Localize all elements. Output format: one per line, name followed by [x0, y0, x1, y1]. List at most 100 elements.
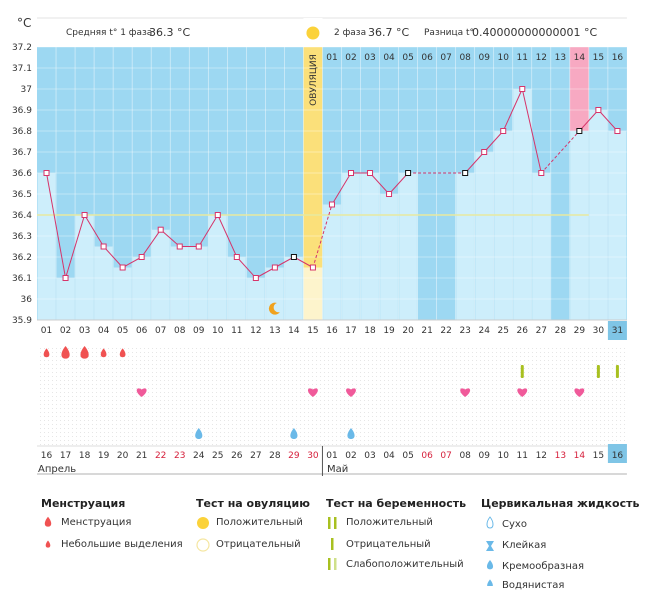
legend-spotting-item: Небольшие выделения	[61, 539, 183, 550]
temp-point	[233, 254, 240, 260]
legend-ovulation-test-title: Тест на овуляцию	[196, 497, 310, 510]
legend-menstruation-title: Менструация	[41, 497, 126, 510]
cycle-day-label: 09	[193, 326, 205, 336]
legend-spotting-icon	[45, 540, 51, 548]
legend-cervical-creamy: Кремообразная	[502, 561, 585, 572]
temp-line	[217, 214, 238, 258]
intercourse-heart-icon	[136, 388, 147, 397]
menstruation-drop-icon	[119, 348, 126, 358]
calendar-date-label: 22	[155, 451, 166, 461]
calendar-date-label: 19	[98, 451, 110, 461]
temp-line	[103, 246, 124, 268]
temp-point-excluded	[462, 170, 469, 176]
intercourse-heart-icon	[346, 388, 356, 397]
y-tick-label: 37.2	[12, 43, 32, 53]
calendar-date-label: 05	[402, 451, 413, 461]
calendar-date-label: 16	[41, 451, 53, 461]
cycle-day-label: 27	[536, 326, 547, 336]
temp-point	[309, 264, 316, 271]
cycle-day-label: 08	[174, 326, 186, 336]
cycle-day-label: 17	[345, 326, 356, 336]
calendar-date-label: 14	[574, 451, 586, 461]
top-day-label: 16	[612, 53, 624, 63]
legend-pregnancy-negative-icon	[331, 538, 334, 550]
temp-bar	[75, 214, 94, 321]
cycle-day-label: 20	[402, 326, 414, 336]
cycle-day-label: 28	[555, 326, 567, 336]
pregnancy-test-icon	[520, 365, 524, 378]
temp-bar	[37, 172, 56, 321]
cycle-day-label: 03	[79, 326, 90, 336]
cycle-day-label: 10	[212, 326, 224, 336]
temp-point	[138, 254, 145, 260]
ovulation-column	[303, 47, 323, 268]
temp-bar	[341, 172, 361, 321]
temp-bar	[455, 172, 475, 321]
cycle-day-label: 25	[498, 326, 509, 336]
symptom-grid	[37, 345, 627, 447]
top-day-label: 13	[555, 53, 566, 63]
cycle-day-label: 11	[231, 326, 242, 336]
legend-cervical-sticky: Клейкая	[502, 540, 547, 551]
temp-line-dashed	[540, 130, 580, 174]
cycle-day-label: 14	[288, 326, 300, 336]
top-day-label: 08	[459, 53, 471, 63]
menstruation-drop-icon	[61, 345, 70, 359]
cycle-day-label: 31	[612, 326, 623, 336]
cycle-day-label: 21	[421, 326, 432, 336]
cycle-day-label: 07	[155, 326, 166, 336]
calendar-date-label: 24	[193, 451, 205, 461]
top-day-label: 10	[498, 53, 510, 63]
calendar-date-label: 17	[60, 451, 71, 461]
y-tick-label: 36.6	[12, 169, 32, 179]
top-day-label: 04	[383, 53, 395, 63]
temp-bar	[151, 229, 170, 321]
phase2-header	[322, 18, 627, 45]
legend-cervical-watery-icon	[487, 579, 493, 586]
legend-ovulation-negative-icon	[196, 538, 210, 552]
legend-cervical-sticky-icon	[486, 541, 494, 551]
intercourse-heart-icon	[517, 388, 528, 397]
calendar-date-label: 02	[345, 451, 356, 461]
pregnancy-test-icon	[596, 365, 600, 378]
legend-cervical-title: Цервикальная жидкость	[481, 497, 640, 510]
cycle-day-label: 22	[440, 326, 451, 336]
temp-line	[46, 172, 67, 279]
cycle-day-label: 13	[269, 326, 280, 336]
cycle-day-label: 12	[250, 326, 261, 336]
legend-pregnancy-weak: Слабоположительный	[346, 559, 464, 570]
temp-point	[81, 212, 88, 218]
y-tick-label: 36.5	[12, 190, 32, 200]
calendar-date-label: 11	[517, 451, 528, 461]
ovulation-positive-icon	[306, 26, 320, 40]
temp-line	[578, 109, 599, 132]
menstruation-drop-icon	[80, 345, 89, 359]
legend-cervical-creamy-icon	[486, 560, 494, 570]
legend-pregnancy-positive-icon-2	[334, 517, 337, 529]
temp-line	[122, 256, 142, 268]
moon-icon	[268, 302, 280, 315]
y-tick-label: 36.8	[12, 127, 32, 137]
temp-bar	[570, 130, 589, 321]
temp-point	[176, 243, 183, 250]
pregnancy-test-icon	[615, 365, 619, 378]
calendar-date-label: 13	[555, 451, 566, 461]
top-day-label: 14	[574, 53, 586, 63]
legend-pregnancy-negative: Отрицательный	[346, 539, 431, 550]
y-tick-label: 36.2	[12, 253, 32, 263]
temp-line	[331, 172, 352, 205]
top-day-label: 12	[536, 53, 547, 63]
temp-line	[84, 214, 105, 247]
menstruation-drop-icon	[43, 348, 50, 358]
cycle-day-label: 16	[326, 326, 338, 336]
top-day-label: 09	[478, 53, 490, 63]
legend-pregnancy-weak-icon	[328, 558, 331, 570]
top-day-label: 07	[440, 53, 451, 63]
temp-bar	[398, 172, 418, 321]
temp-line	[598, 109, 618, 132]
calendar-date-label: 18	[79, 451, 91, 461]
temp-bar	[227, 256, 247, 321]
temp-point	[157, 226, 164, 233]
cycle-day-label: 06	[136, 326, 148, 336]
